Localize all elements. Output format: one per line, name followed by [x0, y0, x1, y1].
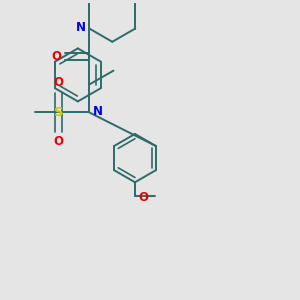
Text: O: O: [139, 191, 148, 204]
Text: N: N: [76, 21, 86, 34]
Text: S: S: [54, 106, 63, 119]
Text: N: N: [93, 105, 103, 118]
Text: O: O: [52, 50, 62, 63]
Text: O: O: [53, 135, 63, 148]
Text: O: O: [53, 76, 63, 89]
